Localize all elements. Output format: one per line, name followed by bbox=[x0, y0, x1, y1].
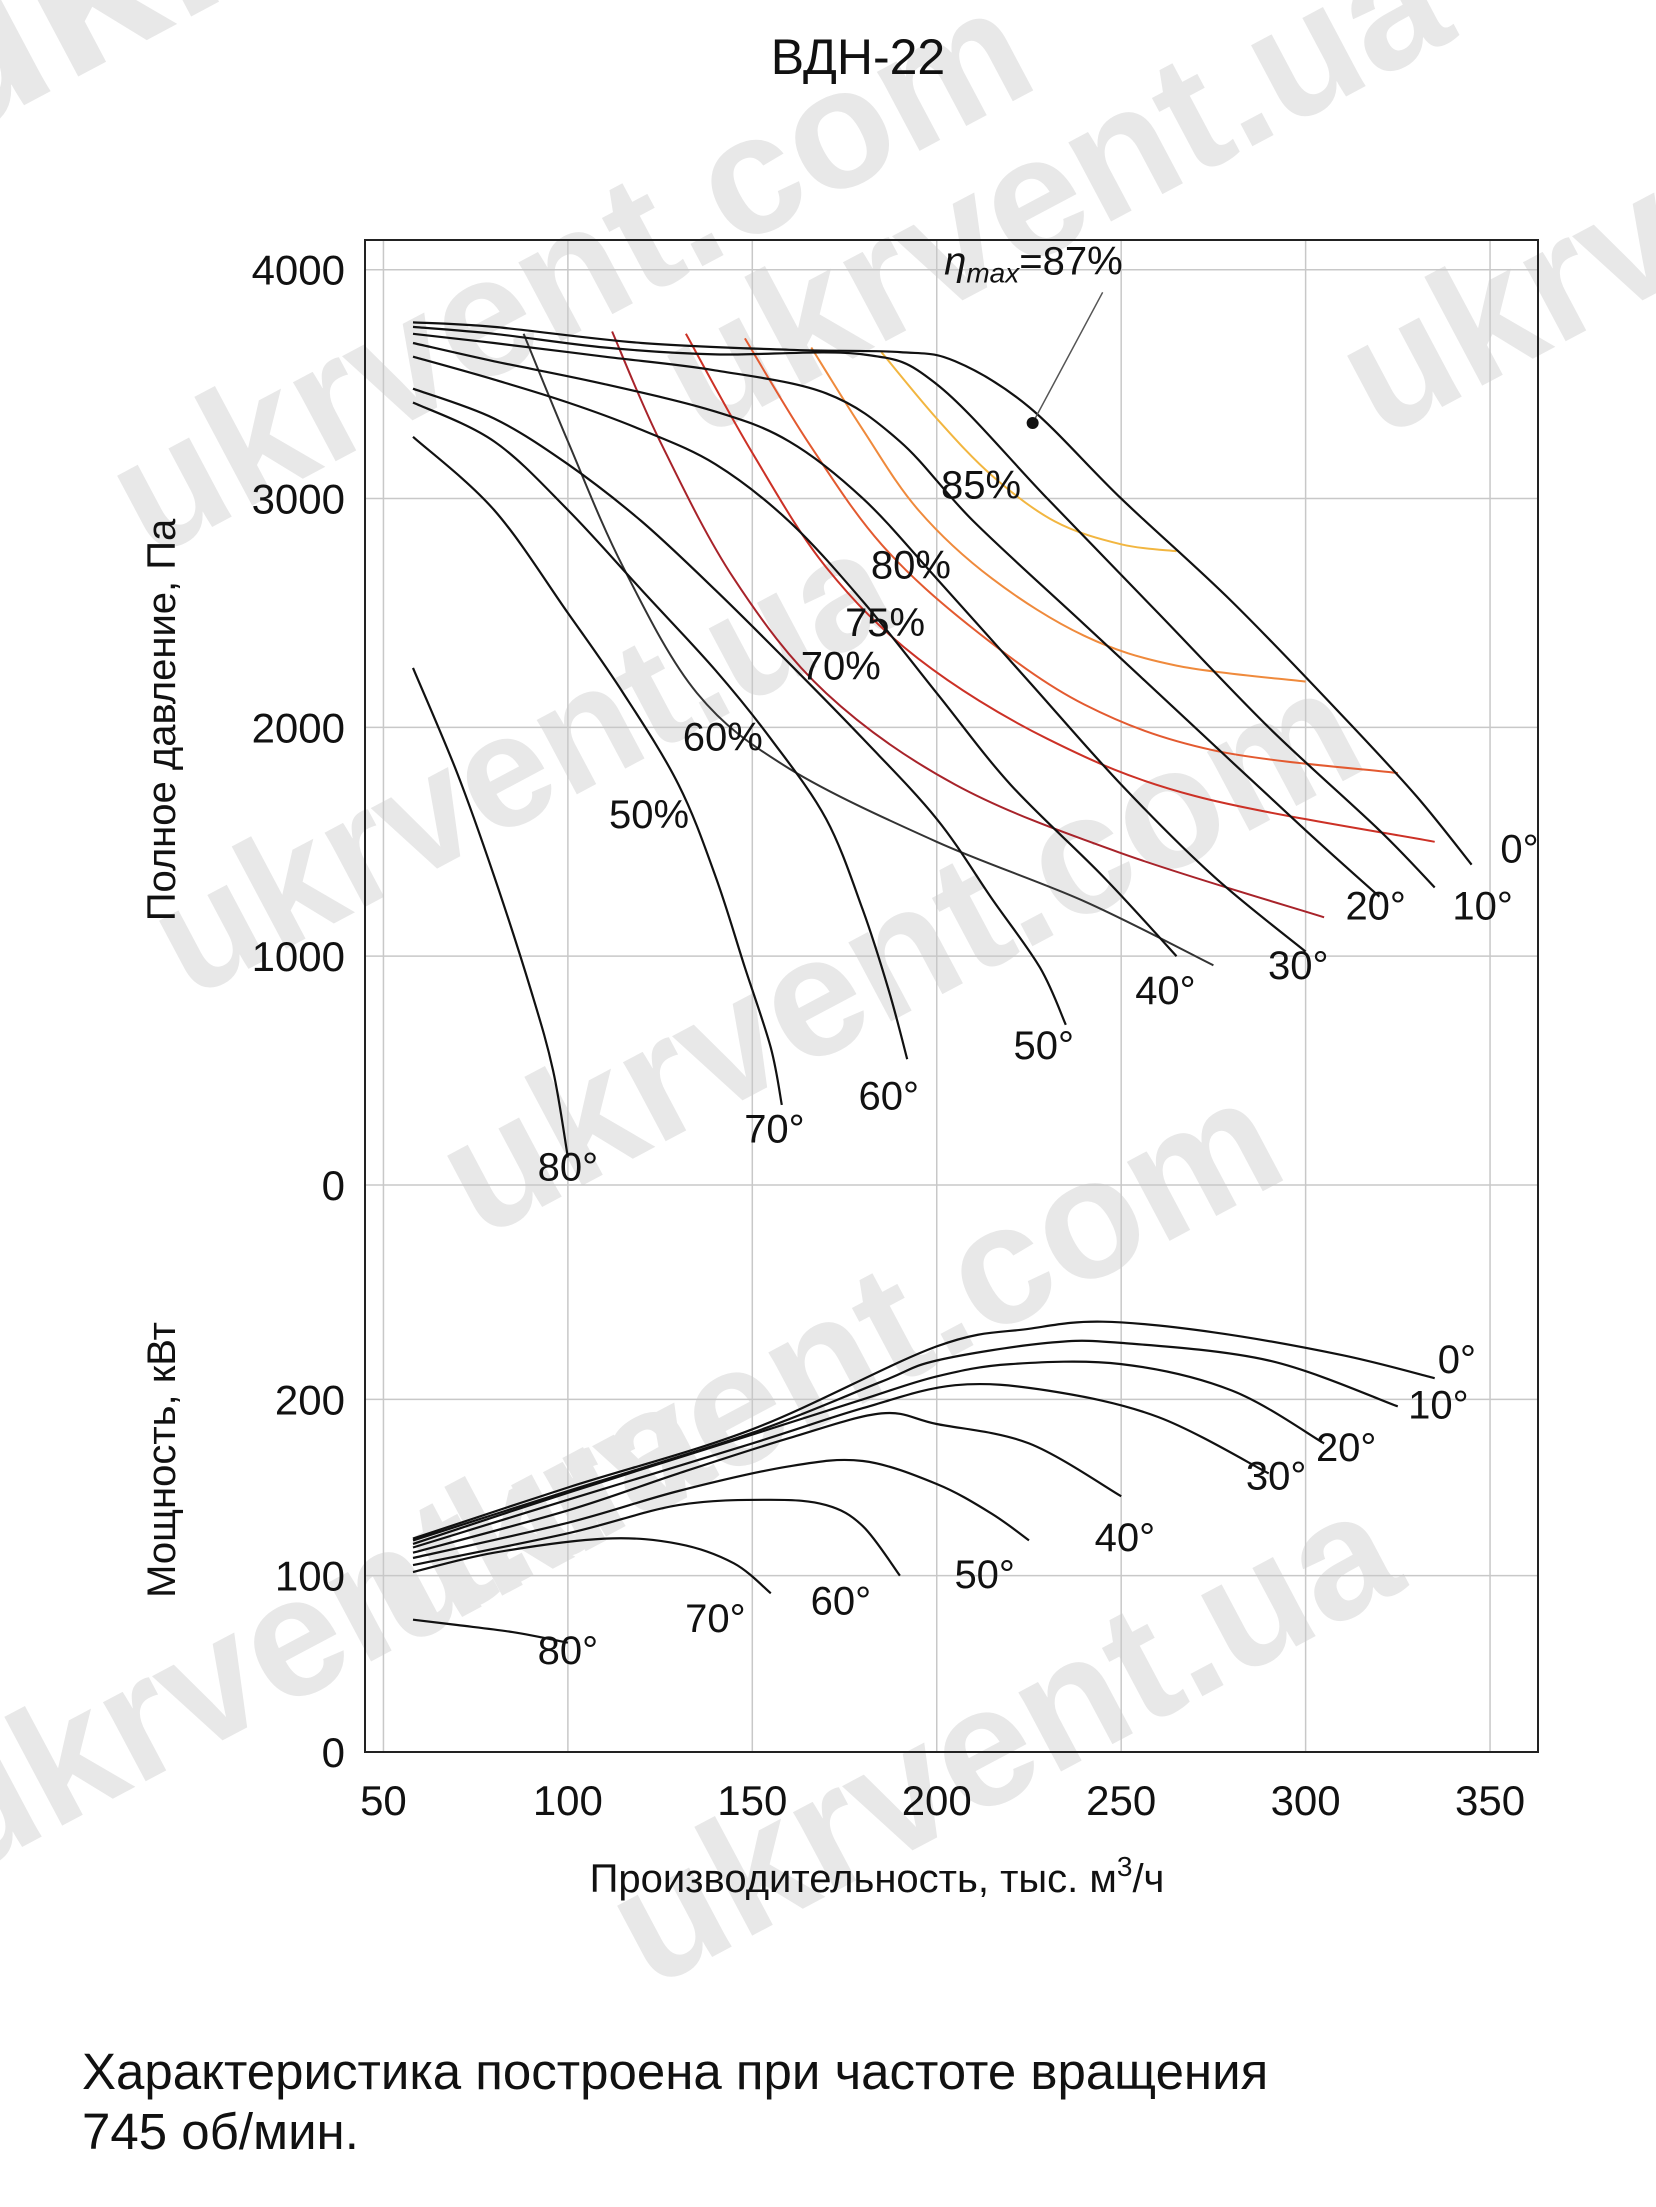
power-label-60deg: 60° bbox=[811, 1579, 872, 1623]
x-tick-100: 100 bbox=[533, 1777, 603, 1824]
x-axis-label-main: Производительность, тыс. м bbox=[590, 1857, 1117, 1901]
power-curve-10deg bbox=[412, 1339, 1399, 1542]
pressure-curve-20deg bbox=[412, 332, 1381, 898]
page-title: ВДН-22 bbox=[770, 29, 946, 85]
y-tick-pressure-3000: 3000 bbox=[252, 476, 345, 523]
pressure-label-70deg: 70° bbox=[744, 1108, 805, 1152]
efficiency-label-60pct: 60% bbox=[683, 715, 763, 759]
y-tick-pressure-2000: 2000 bbox=[252, 704, 345, 751]
efficiency-curve-80pct bbox=[810, 346, 1306, 683]
power-label-20deg: 20° bbox=[1316, 1426, 1377, 1470]
y-tick-pressure-1000: 1000 bbox=[252, 933, 345, 980]
x-tick-300: 300 bbox=[1271, 1777, 1341, 1824]
pressure-curve-0deg bbox=[412, 321, 1473, 866]
power-curve-80deg bbox=[412, 1618, 569, 1644]
efficiency-label-70pct: 70% bbox=[801, 644, 881, 688]
x-tick-50: 50 bbox=[360, 1777, 407, 1824]
eta-subscript: max bbox=[966, 257, 1020, 288]
efficiency-curve-60pct bbox=[611, 331, 1325, 919]
power-curve-30deg bbox=[412, 1382, 1270, 1549]
pressure-label-60deg: 60° bbox=[859, 1074, 920, 1118]
x-axis-label: Производительность, тыс. м3/ч bbox=[590, 1851, 1165, 1901]
efficiency-curves bbox=[522, 331, 1435, 967]
power-label-40deg: 40° bbox=[1095, 1516, 1156, 1560]
power-curve-50deg bbox=[412, 1458, 1030, 1560]
efficiency-curve-75pct bbox=[744, 337, 1398, 775]
x-tick-350: 350 bbox=[1455, 1777, 1525, 1824]
eta-max-annotation: ηmax=87% bbox=[944, 239, 1123, 430]
power-label-0deg: 0° bbox=[1438, 1338, 1476, 1382]
power-label-50deg: 50° bbox=[954, 1553, 1015, 1597]
eta-max-leader bbox=[1031, 291, 1104, 424]
efficiency-label-50pct: 50% bbox=[609, 793, 689, 837]
series-labels: 85%80%75%70%60%50%0°10°20°30°40°50°60°70… bbox=[538, 464, 1539, 1673]
caption-line-2: 745 об/мин. bbox=[82, 2103, 359, 2160]
efficiency-label-80pct: 80% bbox=[871, 544, 951, 588]
y-tick-pressure-0: 0 bbox=[322, 1162, 345, 1209]
watermark-9: ukrvent.ua bbox=[0, 1341, 738, 1913]
y-tick-power-200: 200 bbox=[275, 1376, 345, 1423]
efficiency-curve-70pct bbox=[685, 333, 1435, 843]
pressure-curve-60deg bbox=[412, 401, 909, 1060]
pressure-label-20deg: 20° bbox=[1345, 885, 1406, 929]
power-curve-40deg bbox=[412, 1411, 1122, 1554]
y-tick-pressure-4000: 4000 bbox=[252, 247, 345, 294]
y-axis-label-power: Мощность, кВт bbox=[140, 1322, 184, 1598]
watermark-layer: ukrvent.uaukrvent.comukrvent.uaukrvent.u… bbox=[0, 0, 1656, 2023]
power-label-80deg: 80° bbox=[538, 1629, 599, 1673]
x-tick-150: 150 bbox=[717, 1777, 787, 1824]
x-axis-label-tail: /ч bbox=[1132, 1857, 1164, 1901]
power-label-10deg: 10° bbox=[1408, 1384, 1469, 1428]
pressure-curve-40deg bbox=[412, 355, 1178, 957]
efficiency-curve-85pct bbox=[880, 351, 1177, 553]
pressure-label-30deg: 30° bbox=[1268, 944, 1329, 988]
eta-max-point bbox=[1026, 417, 1039, 430]
power-series bbox=[412, 1320, 1435, 1644]
pressure-series bbox=[411, 321, 1473, 1158]
watermark-7: ukrvent.ua bbox=[578, 1451, 1428, 2023]
pressure-label-80deg: 80° bbox=[538, 1145, 599, 1189]
caption: Характеристика построена при частоте вра… bbox=[82, 2042, 1268, 2162]
pressure-curve-50deg bbox=[412, 387, 1067, 1026]
x-tick-200: 200 bbox=[902, 1777, 972, 1824]
pressure-curve-70deg bbox=[412, 435, 783, 1106]
power-label-30deg: 30° bbox=[1246, 1454, 1307, 1498]
efficiency-label-75pct: 75% bbox=[845, 601, 925, 645]
power-curve-0deg bbox=[412, 1320, 1435, 1540]
pressure-curve-30deg bbox=[412, 341, 1307, 953]
pressure-label-40deg: 40° bbox=[1135, 969, 1196, 1013]
pressure-label-0deg: 0° bbox=[1500, 827, 1538, 871]
x-axis-label-superscript: 3 bbox=[1117, 1851, 1133, 1882]
eta-symbol: η bbox=[944, 239, 966, 283]
caption-line-1: Характеристика построена при частоте вра… bbox=[82, 2043, 1269, 2100]
efficiency-label-85pct: 85% bbox=[941, 464, 1021, 508]
tick-labels: 50 100 150 200 250 300 350 0 1000 2000 3000 4000 0 10… bbox=[252, 247, 1526, 1824]
plot-frame bbox=[364, 239, 1539, 1753]
pressure-label-50deg: 50° bbox=[1013, 1024, 1074, 1068]
pressure-label-10deg: 10° bbox=[1452, 885, 1513, 929]
pressure-curve-80deg bbox=[411, 667, 569, 1158]
efficiency-curve-50pct bbox=[522, 333, 1214, 967]
power-label-70deg: 70° bbox=[685, 1597, 746, 1641]
power-curve-70deg bbox=[412, 1537, 772, 1595]
eta-value: =87% bbox=[1019, 239, 1122, 283]
y-tick-power-0: 0 bbox=[322, 1729, 345, 1776]
eta-max-label: ηmax=87% bbox=[944, 239, 1123, 288]
y-tick-power-100: 100 bbox=[275, 1553, 345, 1600]
power-curve-60deg bbox=[412, 1498, 901, 1577]
pressure-curve-10deg bbox=[412, 325, 1436, 889]
power-curve-20deg bbox=[412, 1360, 1325, 1545]
y-axis-label-pressure: Полное давление, Па bbox=[140, 518, 184, 921]
x-tick-250: 250 bbox=[1086, 1777, 1156, 1824]
